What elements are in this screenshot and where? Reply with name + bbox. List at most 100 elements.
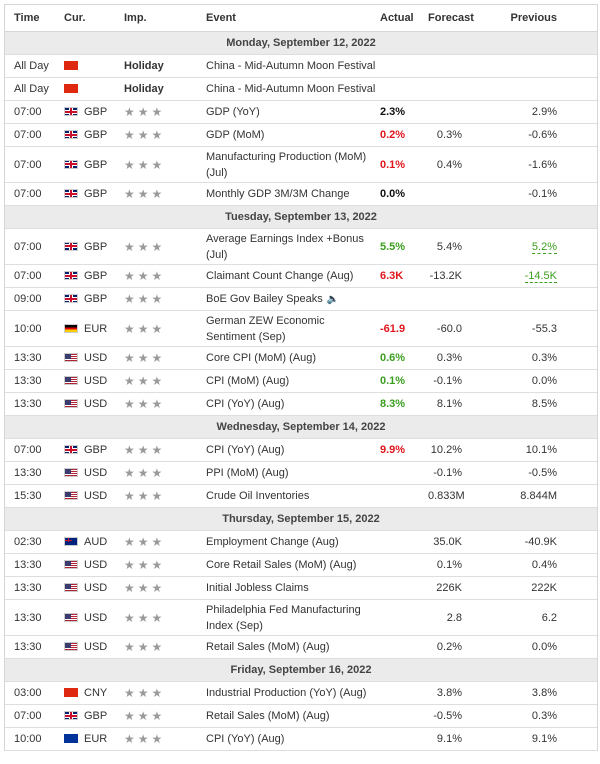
event-row: 07:00 GBP ★★★ CPI (YoY) (Aug) 9.9% 10.2% 10.1% — [5, 438, 597, 462]
event-time: 07:00 — [5, 100, 64, 124]
header-importance[interactable]: Imp. — [124, 5, 206, 32]
forecast-value: 0.2% — [428, 635, 492, 659]
event-name[interactable]: BoE Gov Bailey Speaks — [206, 292, 323, 305]
header-actual[interactable]: Actual — [380, 5, 428, 32]
gb-flag-icon — [64, 189, 78, 198]
actual-value — [380, 530, 428, 554]
event-name[interactable]: China - Mid-Autumn Moon Festival — [206, 83, 376, 95]
gb-flag-icon — [64, 241, 78, 251]
previous-text: 0.4% — [531, 559, 557, 571]
us-flag-icon — [64, 560, 78, 569]
event-name[interactable]: CPI (MoM) (Aug) — [206, 375, 290, 387]
header-time[interactable]: Time — [5, 5, 64, 32]
actual-value — [380, 635, 428, 659]
event-name[interactable]: CPI (YoY) (Aug) — [206, 398, 285, 410]
actual-value — [380, 704, 428, 728]
event-name[interactable]: Monthly GDP 3M/3M Change — [206, 188, 350, 200]
event-name[interactable]: German ZEW Economic Sentiment (Sep) — [206, 314, 325, 343]
event-name[interactable]: Claimant Count Change (Aug) — [206, 270, 354, 282]
au-flag-icon — [64, 537, 78, 546]
gb-flag-icon — [64, 271, 78, 280]
actual-value — [380, 599, 428, 636]
actual-value — [380, 77, 428, 101]
importance-cell: ★★★ — [124, 182, 206, 206]
event-row: 13:30 USD ★★★ Core Retail Sales (MoM) (Aug)… — [5, 553, 597, 577]
gb-flag-icon — [64, 294, 78, 303]
currency-code: USD — [84, 467, 108, 479]
currency-cell: USD — [64, 635, 124, 659]
event-name[interactable]: Core CPI (MoM) (Aug) — [206, 352, 317, 364]
previous-text: 0.3% — [531, 352, 557, 364]
previous-text: 9.1% — [531, 733, 557, 745]
importance-stars-icon: ★★★ — [124, 610, 166, 625]
actual-value: 0.0% — [380, 182, 428, 206]
event-name[interactable]: Core Retail Sales (MoM) (Aug) — [206, 559, 357, 571]
importance-stars-icon: ★★★ — [124, 709, 166, 723]
event-row: 15:30 USD ★★★ Crude Oil Inventories 0.833M 8.… — [5, 484, 597, 508]
event-cell: Monthly GDP 3M/3M Change — [206, 182, 380, 206]
event-time: 10:00 — [5, 310, 64, 347]
us-flag-icon — [64, 583, 78, 592]
importance-stars-icon: ★★★ — [124, 732, 166, 746]
event-row: 13:30 USD ★★★ Core CPI (MoM) (Aug) 0.6% 0.3% 0… — [5, 346, 597, 370]
event-cell: Retail Sales (MoM) (Aug) — [206, 704, 380, 728]
event-time: 07:00 — [5, 146, 64, 183]
currency-code: USD — [84, 611, 108, 624]
actual-value: 0.1% — [380, 146, 428, 183]
previous-value: 222K — [492, 576, 597, 600]
event-name[interactable]: GDP (YoY) — [206, 106, 260, 118]
currency-code: EUR — [84, 322, 108, 335]
event-name[interactable]: CPI (YoY) (Aug) — [206, 733, 285, 745]
currency-cell: USD — [64, 599, 124, 636]
forecast-value: -13.2K — [428, 264, 492, 288]
actual-value — [380, 54, 428, 78]
event-name[interactable]: China - Mid-Autumn Moon Festival — [206, 60, 376, 72]
previous-text: 10.1% — [525, 444, 557, 456]
event-name[interactable]: Crude Oil Inventories — [206, 490, 310, 502]
event-cell: GDP (MoM) — [206, 123, 380, 147]
currency-cell: USD — [64, 392, 124, 416]
forecast-value: -0.5% — [428, 704, 492, 728]
event-name[interactable]: Industrial Production (YoY) (Aug) — [206, 687, 367, 699]
previous-text: 5.2% — [531, 240, 557, 254]
header-currency[interactable]: Cur. — [64, 5, 124, 32]
event-row: All Day Holiday China - Mid-Autumn Moon Fe… — [5, 77, 597, 101]
event-name[interactable]: Manufacturing Production (MoM) (Jul) — [206, 150, 367, 179]
event-name[interactable]: Employment Change (Aug) — [206, 536, 339, 548]
currency-cell: USD — [64, 369, 124, 393]
header-forecast[interactable]: Forecast — [428, 5, 492, 32]
cn-flag-icon — [64, 688, 78, 697]
cn-flag-icon — [64, 84, 78, 93]
header-previous[interactable]: Previous — [492, 5, 597, 32]
previous-text: 222K — [531, 582, 557, 594]
event-name[interactable]: Retail Sales (MoM) (Aug) — [206, 641, 330, 653]
event-name[interactable]: Initial Jobless Claims — [206, 582, 309, 594]
event-name[interactable]: PPI (MoM) (Aug) — [206, 467, 289, 479]
event-time: 13:30 — [5, 346, 64, 370]
previous-text: 8.5% — [531, 398, 557, 410]
date-header-row: Monday, September 12, 2022 — [5, 31, 597, 55]
event-time: 02:30 — [5, 530, 64, 554]
importance-stars-icon: ★★★ — [124, 581, 166, 595]
forecast-value: -0.1% — [428, 461, 492, 485]
forecast-value — [428, 287, 492, 311]
previous-value: -0.1% — [492, 182, 597, 206]
forecast-value: 0.833M — [428, 484, 492, 508]
forecast-value: 0.4% — [428, 146, 492, 183]
header-event[interactable]: Event — [206, 5, 380, 32]
event-row: 07:00 GBP ★★★ Manufacturing Production (MoM… — [5, 146, 597, 183]
event-cell: Employment Change (Aug) — [206, 530, 380, 554]
event-name[interactable]: GDP (MoM) — [206, 129, 265, 141]
gb-flag-icon — [64, 159, 78, 169]
event-name[interactable]: CPI (YoY) (Aug) — [206, 444, 285, 456]
previous-value: 3.8% — [492, 681, 597, 705]
currency-code: AUD — [84, 536, 108, 548]
event-time: 09:00 — [5, 287, 64, 311]
event-time: 07:00 — [5, 704, 64, 728]
previous-text: -40.9K — [524, 536, 557, 548]
event-name[interactable]: Retail Sales (MoM) (Aug) — [206, 710, 330, 722]
event-name[interactable]: Average Earnings Index +Bonus (Jul) — [206, 232, 364, 261]
event-name[interactable]: Philadelphia Fed Manufacturing Index (Se… — [206, 603, 361, 632]
event-time: 13:30 — [5, 369, 64, 393]
importance-stars-icon: ★★★ — [124, 239, 166, 254]
